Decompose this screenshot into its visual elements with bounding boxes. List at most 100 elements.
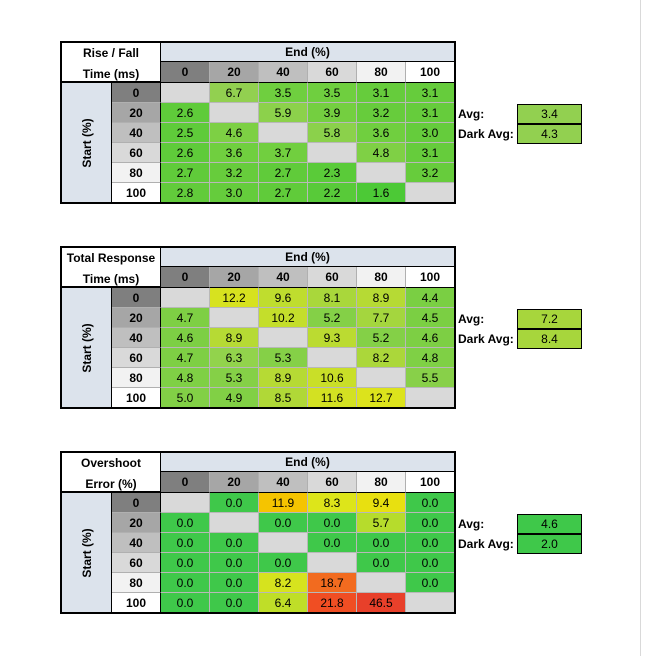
table-cell: 9.4 [357, 493, 406, 513]
table-cell: 4.5 [406, 308, 455, 328]
table-cell: 8.2 [259, 573, 308, 593]
row-header: 80 [112, 368, 161, 388]
start-axis-label: Start (%) [79, 322, 94, 373]
total-response-table: Total Response Time (ms) End (%) Start (%) 0… [60, 246, 646, 416]
table-cell: 6.3 [210, 348, 259, 368]
row-header: 40 [112, 533, 161, 553]
table-cell: 0.0 [210, 493, 259, 513]
table-cell: 5.3 [259, 348, 308, 368]
table-cell: 9.3 [308, 328, 357, 348]
avg-value: 7.2 [517, 309, 582, 329]
table-cell: 2.7 [161, 163, 210, 183]
end-axis-label: End (%) [161, 451, 456, 472]
table-cell: 18.7 [308, 573, 357, 593]
table-title: Overshoot Error (%) [60, 451, 161, 493]
column-header: 100 [406, 267, 455, 288]
table-cell: 8.9 [357, 288, 406, 308]
table-cell: 11.6 [308, 388, 357, 408]
table-cell: 0.0 [406, 573, 455, 593]
table-cell: 4.6 [161, 328, 210, 348]
table-cell: 0.0 [406, 553, 455, 573]
table-cell: 4.7 [161, 308, 210, 328]
table-cell: 3.6 [357, 123, 406, 143]
row-header: 100 [112, 388, 161, 408]
table-cell [161, 493, 210, 513]
table-cell [210, 103, 259, 123]
table-cell [161, 83, 210, 103]
table-cell: 3.5 [259, 83, 308, 103]
dark-avg-label: Dark Avg: [458, 537, 514, 551]
table-cell: 8.9 [259, 368, 308, 388]
table-cell: 9.6 [259, 288, 308, 308]
table-cell: 3.1 [357, 83, 406, 103]
rise-fall-table: Rise / Fall Time (ms) End (%) Start (%) 0 20 4… [60, 41, 646, 211]
table-title: Rise / Fall Time (ms) [60, 41, 161, 83]
table-cell: 0.0 [210, 573, 259, 593]
start-axis-label-box: Start (%) [60, 83, 112, 204]
table-cell: 8.9 [210, 328, 259, 348]
table-cell: 0.0 [161, 533, 210, 553]
table-cell: 2.7 [259, 163, 308, 183]
table-cell: 3.7 [259, 143, 308, 163]
column-header: 20 [210, 472, 259, 493]
table-cell: 8.3 [308, 493, 357, 513]
table-cell: 4.9 [210, 388, 259, 408]
table-cell: 3.2 [406, 163, 455, 183]
table-cell: 3.0 [406, 123, 455, 143]
table-cell: 2.8 [161, 183, 210, 203]
table-cell: 0.0 [210, 553, 259, 573]
table-cell: 3.2 [210, 163, 259, 183]
table-cell: 3.6 [210, 143, 259, 163]
table-cell: 5.2 [308, 308, 357, 328]
table-cell: 0.0 [308, 533, 357, 553]
column-header: 20 [210, 62, 259, 83]
table-cell: 0.0 [161, 573, 210, 593]
row-header: 0 [112, 83, 161, 103]
column-header: 60 [308, 62, 357, 83]
table-cell: 6.4 [259, 593, 308, 613]
row-header: 60 [112, 143, 161, 163]
column-header: 80 [357, 472, 406, 493]
table-cell: 5.7 [357, 513, 406, 533]
table-cell: 5.5 [406, 368, 455, 388]
table-cell [406, 593, 455, 613]
avg-label: Avg: [458, 517, 485, 531]
dark-avg-value: 4.3 [517, 124, 582, 144]
avg-label: Avg: [458, 312, 485, 326]
table-title: Total Response Time (ms) [60, 246, 161, 288]
overshoot-error-table: Overshoot Error (%) End (%) Start (%) 0 20 40 6… [60, 451, 646, 621]
table-cell: 5.9 [259, 103, 308, 123]
row-header: 40 [112, 328, 161, 348]
table-cell: 10.6 [308, 368, 357, 388]
column-header: 40 [259, 267, 308, 288]
table-cell: 0.0 [259, 513, 308, 533]
table-title-line-2: Time (ms) [82, 272, 140, 286]
table-cell [357, 573, 406, 593]
table-cell: 0.0 [210, 533, 259, 553]
table-cell: 1.6 [357, 183, 406, 203]
end-axis-label: End (%) [161, 41, 456, 62]
table-title-line-1: Overshoot [80, 456, 141, 470]
row-header: 40 [112, 123, 161, 143]
column-header: 20 [210, 267, 259, 288]
column-header: 0 [161, 62, 210, 83]
table-cell: 8.1 [308, 288, 357, 308]
table-cell: 5.8 [308, 123, 357, 143]
table-title-line-1: Total Response [66, 251, 156, 265]
table-cell: 0.0 [406, 513, 455, 533]
table-cell [308, 553, 357, 573]
row-header: 60 [112, 553, 161, 573]
column-header: 0 [161, 267, 210, 288]
table-cell: 2.3 [308, 163, 357, 183]
table-cell [210, 308, 259, 328]
table-cell [406, 388, 455, 408]
table-cell [259, 123, 308, 143]
column-header: 60 [308, 472, 357, 493]
table-cell: 3.0 [210, 183, 259, 203]
table-cell: 0.0 [357, 553, 406, 573]
table-cell: 4.6 [406, 328, 455, 348]
row-header: 0 [112, 493, 161, 513]
column-header: 40 [259, 62, 308, 83]
table-cell: 3.2 [357, 103, 406, 123]
table-cell: 0.0 [259, 553, 308, 573]
